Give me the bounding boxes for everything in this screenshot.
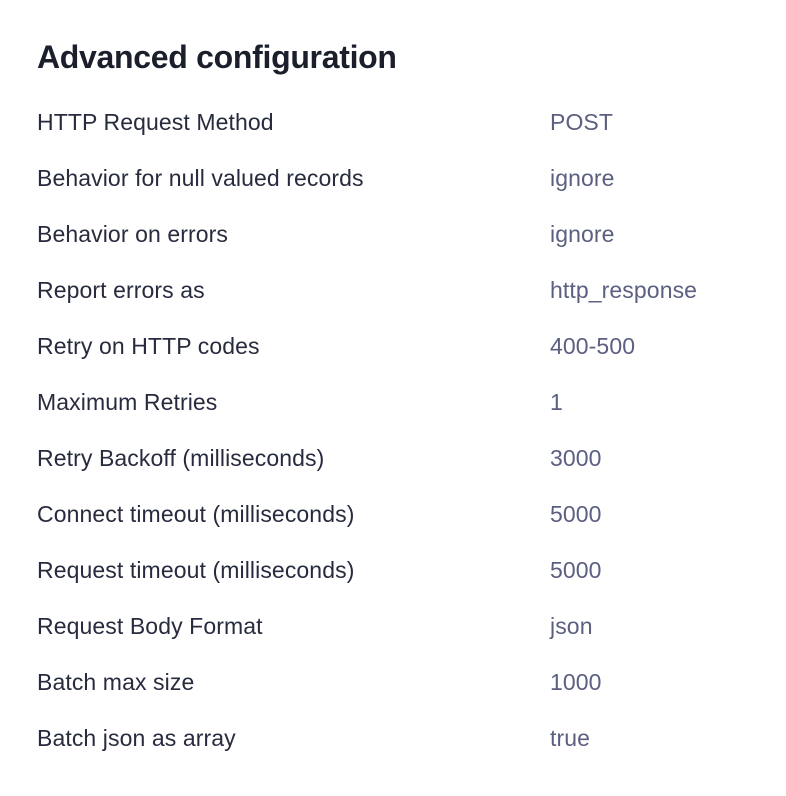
config-row: Batch json as array true xyxy=(0,721,786,777)
config-row-value: POST xyxy=(550,109,614,135)
config-row-label: Behavior for null valued records xyxy=(37,165,364,191)
config-row-value: 1 xyxy=(550,389,563,415)
config-row-value: 1000 xyxy=(550,669,602,695)
config-row-value: ignore xyxy=(550,221,615,247)
config-row-value: 400-500 xyxy=(550,333,636,359)
config-row: Retry Backoff (milliseconds) 3000 xyxy=(0,441,786,497)
config-row: Request timeout (milliseconds) 5000 xyxy=(0,553,786,609)
config-row-label: Connect timeout (milliseconds) xyxy=(37,501,355,527)
config-row-value: http_response xyxy=(550,277,698,303)
config-row: Connect timeout (milliseconds) 5000 xyxy=(0,497,786,553)
config-row: HTTP Request Method POST xyxy=(0,105,786,161)
config-row: Request Body Format json xyxy=(0,609,786,665)
configuration-property-list: HTTP Request Method POST Behavior for null… xyxy=(0,105,786,777)
config-row: Report errors as http_response xyxy=(0,273,786,329)
config-row: Behavior on errors ignore xyxy=(0,217,786,273)
page-title: Advanced configuration xyxy=(37,39,397,75)
config-row-label: Maximum Retries xyxy=(37,389,218,415)
config-row-label: Retry on HTTP codes xyxy=(37,333,260,359)
config-row: Batch max size 1000 xyxy=(0,665,786,721)
config-row-label: Report errors as xyxy=(37,277,205,303)
config-row: Behavior for null valued records ignore xyxy=(0,161,786,217)
config-row-label: Behavior on errors xyxy=(37,221,228,247)
config-row-label: Request timeout (milliseconds) xyxy=(37,557,355,583)
config-row-value: true xyxy=(550,725,591,751)
config-row-label: Request Body Format xyxy=(37,613,263,639)
config-row-label: Batch json as array xyxy=(37,725,236,751)
config-row: Maximum Retries 1 xyxy=(0,385,786,441)
config-row-value: json xyxy=(550,613,593,639)
config-row: Retry on HTTP codes 400-500 xyxy=(0,329,786,385)
config-row-value: 5000 xyxy=(550,557,602,583)
config-row-label: HTTP Request Method xyxy=(37,109,274,135)
config-row-value: ignore xyxy=(550,165,615,191)
config-row-value: 5000 xyxy=(550,501,602,527)
config-row-value: 3000 xyxy=(550,445,602,471)
config-row-label: Retry Backoff (milliseconds) xyxy=(37,445,325,471)
config-row-label: Batch max size xyxy=(37,669,195,695)
